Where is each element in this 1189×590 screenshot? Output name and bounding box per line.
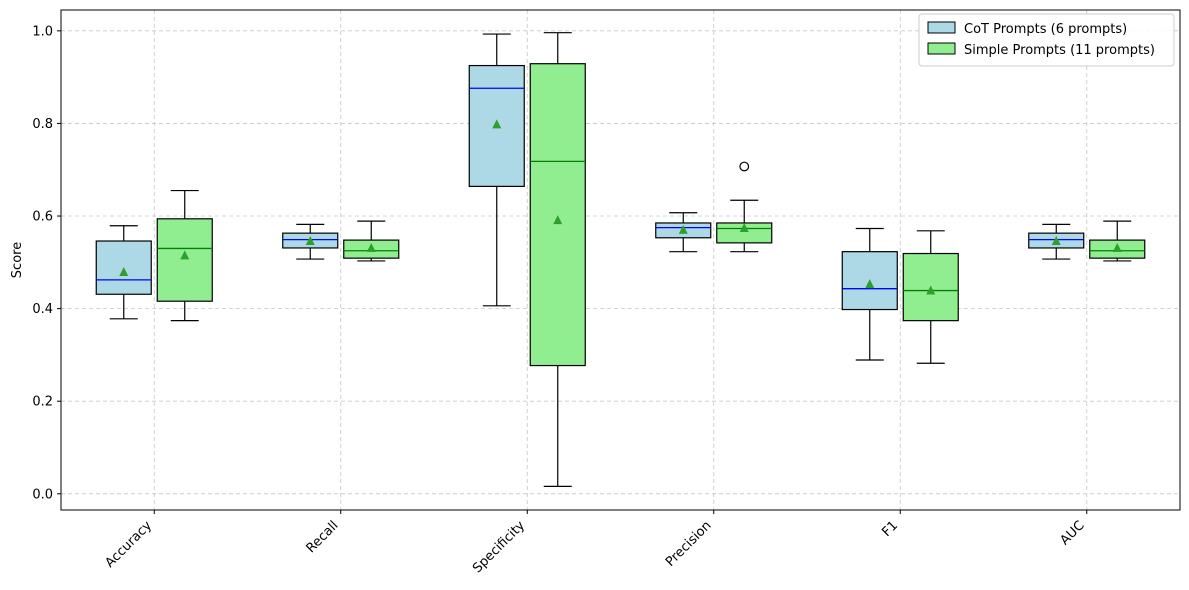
box-simple-accuracy xyxy=(156,189,213,322)
box-cot-precision xyxy=(655,212,712,253)
mean-marker xyxy=(553,215,563,225)
box-simple-f1 xyxy=(902,230,959,364)
box-simple-recall xyxy=(343,220,400,262)
mean-marker xyxy=(865,279,875,289)
box-iqr xyxy=(529,63,586,367)
mean-marker xyxy=(305,236,315,246)
box-cot-auc xyxy=(1028,223,1085,260)
mean-marker xyxy=(678,224,688,234)
legend: CoT Prompts (6 prompts) Simple Prompts (1… xyxy=(918,13,1175,67)
y-tick-label: 0.0 xyxy=(32,487,53,502)
boxes xyxy=(95,32,1146,487)
box-cot-accuracy xyxy=(95,225,152,320)
y-axis-label: Score xyxy=(10,242,25,278)
plot-frame xyxy=(60,9,1181,511)
box-iqr xyxy=(156,218,213,302)
mean-marker xyxy=(1051,236,1061,246)
legend-label: Simple Prompts (11 prompts) xyxy=(964,43,1155,58)
mean-marker xyxy=(739,223,749,233)
box-cot-f1 xyxy=(841,227,898,361)
y-tick-label: 0.4 xyxy=(32,302,53,317)
grid xyxy=(61,10,1180,510)
legend-box xyxy=(918,13,1175,67)
outlier-point xyxy=(739,161,750,172)
box-simple-precision xyxy=(716,161,773,253)
box-simple-specificity xyxy=(529,32,586,487)
box-cot-recall xyxy=(282,223,339,260)
y-tick-label: 0.6 xyxy=(32,210,53,225)
mean-marker xyxy=(1112,242,1122,252)
legend-label: CoT Prompts (6 prompts) xyxy=(964,22,1127,37)
mean-marker xyxy=(366,242,376,252)
mean-marker xyxy=(492,119,502,129)
legend-swatch xyxy=(927,21,956,34)
box-cot-specificity xyxy=(468,33,525,307)
legend-swatch xyxy=(927,42,956,55)
box-iqr xyxy=(468,64,525,187)
mean-marker xyxy=(926,285,936,295)
mean-marker xyxy=(180,250,190,260)
y-tick-label: 0.2 xyxy=(32,395,53,410)
mean-marker xyxy=(119,267,129,277)
box-simple-auc xyxy=(1089,220,1146,262)
y-tick-label: 1.0 xyxy=(32,24,53,39)
y-tick-label: 0.8 xyxy=(32,117,53,132)
